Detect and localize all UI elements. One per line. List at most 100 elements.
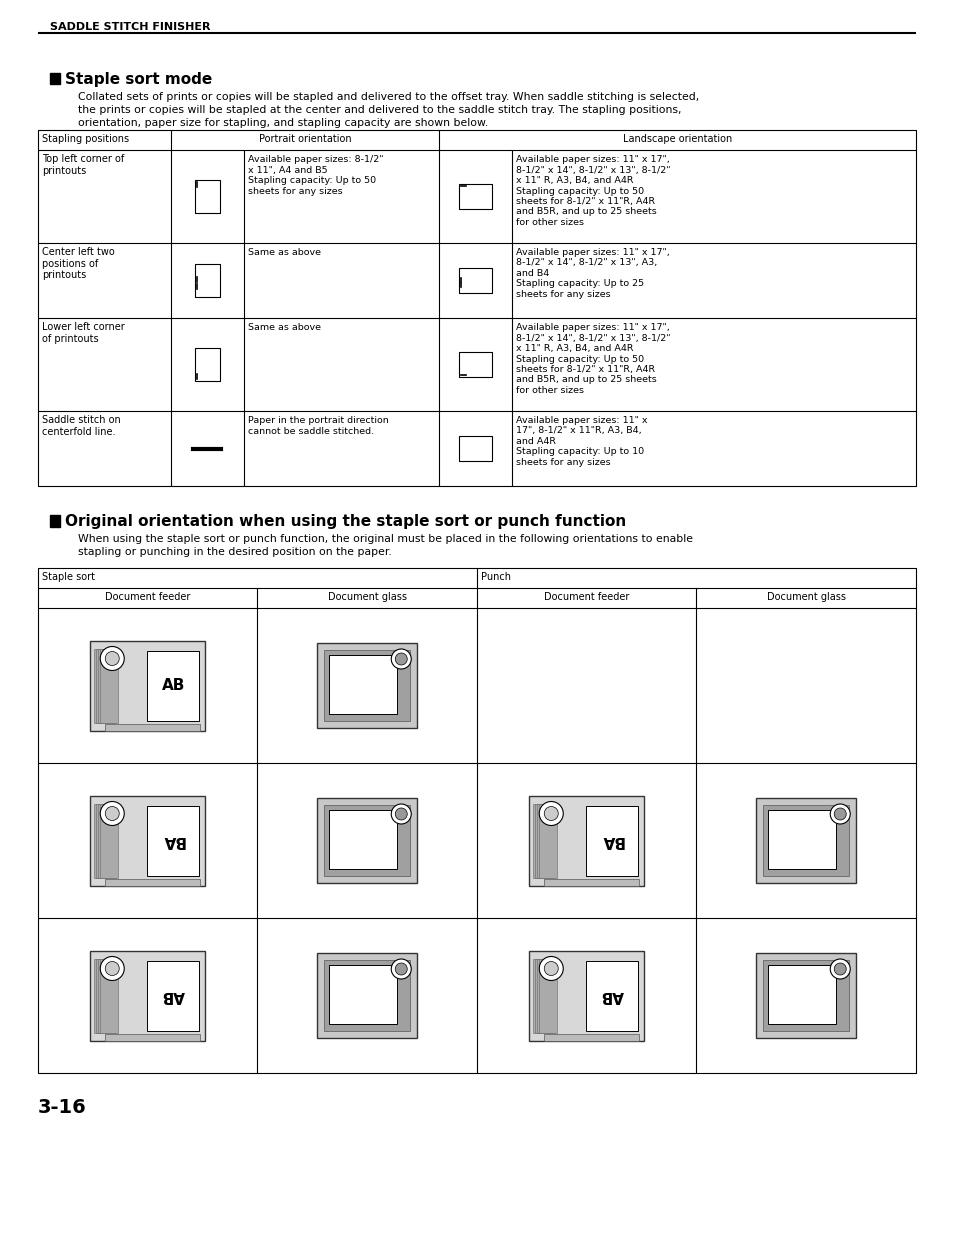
Bar (105, 878, 200, 885)
Text: Available paper sizes: 11" x 17",: Available paper sizes: 11" x 17", (516, 324, 669, 332)
Bar (100, 648, 118, 722)
Bar (317, 798, 416, 883)
Circle shape (100, 956, 124, 981)
Text: and B4: and B4 (516, 269, 549, 278)
Text: Collated sets of prints or copies will be stapled and delivered to the offset tr: Collated sets of prints or copies will b… (78, 91, 699, 103)
Bar (100, 958, 118, 1032)
Circle shape (105, 962, 119, 976)
Text: Available paper sizes: 11" x 17",: Available paper sizes: 11" x 17", (516, 248, 669, 257)
Bar (98, 958, 116, 1032)
Text: Center left two
positions of
printouts: Center left two positions of printouts (42, 247, 114, 280)
Text: BA: BA (600, 832, 623, 848)
Text: Stapling capacity: Up to 25: Stapling capacity: Up to 25 (516, 279, 643, 289)
Bar (317, 953, 416, 1037)
Text: Stapling capacity: Up to 10: Stapling capacity: Up to 10 (516, 447, 643, 457)
Bar (50, 73, 60, 84)
Circle shape (538, 802, 562, 825)
Circle shape (100, 802, 124, 825)
Bar (38, 130, 915, 487)
Text: 8-1/2" x 14", 8-1/2" x 13", 8-1/2": 8-1/2" x 14", 8-1/2" x 13", 8-1/2" (516, 333, 670, 342)
Bar (538, 804, 557, 878)
Text: the prints or copies will be stapled at the center and delivered to the saddle s: the prints or copies will be stapled at … (78, 105, 680, 115)
Circle shape (829, 960, 849, 979)
Bar (317, 643, 416, 727)
Text: 17", 8-1/2" x 11"R, A3, B4,: 17", 8-1/2" x 11"R, A3, B4, (516, 426, 641, 436)
Text: Stapling capacity: Up to 50: Stapling capacity: Up to 50 (516, 186, 643, 195)
Bar (529, 795, 643, 885)
Bar (94, 648, 112, 722)
Bar (529, 951, 643, 1041)
Bar (105, 1034, 200, 1041)
Text: Top left corner of
printouts: Top left corner of printouts (42, 154, 124, 175)
Bar (586, 961, 638, 1030)
Bar (194, 348, 220, 382)
Text: Stapling positions: Stapling positions (42, 135, 129, 144)
Bar (458, 184, 492, 209)
Text: for other sizes: for other sizes (516, 219, 583, 227)
Bar (98, 648, 116, 722)
Bar (324, 805, 410, 876)
Bar (194, 180, 220, 212)
Circle shape (829, 804, 849, 824)
Text: Same as above: Same as above (248, 324, 320, 332)
Bar (762, 805, 848, 876)
Bar (537, 804, 555, 878)
Bar (91, 951, 205, 1041)
Bar (543, 1034, 639, 1041)
Text: Stapling capacity: Up to 50: Stapling capacity: Up to 50 (516, 354, 643, 363)
Bar (458, 268, 492, 293)
Circle shape (100, 646, 124, 671)
Bar (105, 724, 200, 730)
Bar (91, 795, 205, 885)
Bar (543, 878, 639, 885)
Bar (329, 655, 396, 714)
Text: BA: BA (161, 832, 185, 848)
Text: Available paper sizes: 11" x 17",: Available paper sizes: 11" x 17", (516, 156, 669, 164)
Bar (147, 651, 199, 720)
Text: and B5R, and up to 25 sheets: and B5R, and up to 25 sheets (516, 207, 656, 216)
Text: AB: AB (161, 678, 185, 693)
Bar (38, 568, 915, 1073)
Text: AB: AB (161, 988, 185, 1003)
Circle shape (543, 962, 558, 976)
Circle shape (538, 956, 562, 981)
Bar (533, 958, 551, 1032)
Bar (586, 805, 638, 876)
Bar (329, 965, 396, 1024)
Text: Stapling capacity: Up to 50: Stapling capacity: Up to 50 (248, 177, 375, 185)
Bar (533, 804, 551, 878)
Text: Document feeder: Document feeder (543, 592, 629, 601)
Text: Staple sort mode: Staple sort mode (65, 72, 212, 86)
Bar (147, 805, 199, 876)
Text: sheets for any sizes: sheets for any sizes (516, 458, 610, 467)
Bar (329, 810, 396, 869)
Bar (537, 958, 555, 1032)
Text: Punch: Punch (480, 572, 511, 582)
Text: sheets for 8-1/2" x 11"R, A4R: sheets for 8-1/2" x 11"R, A4R (516, 198, 655, 206)
Text: Original orientation when using the staple sort or punch function: Original orientation when using the stap… (65, 514, 625, 529)
Text: Paper in the portrait direction: Paper in the portrait direction (248, 416, 388, 425)
Bar (762, 960, 848, 1031)
Text: Available paper sizes: 11" x: Available paper sizes: 11" x (516, 416, 647, 425)
Bar (767, 810, 836, 869)
Bar (94, 958, 112, 1032)
Text: orientation, paper size for stapling, and stapling capacity are shown below.: orientation, paper size for stapling, an… (78, 119, 488, 128)
Text: 8-1/2" x 14", 8-1/2" x 13", A3,: 8-1/2" x 14", 8-1/2" x 13", A3, (516, 258, 657, 268)
Text: When using the staple sort or punch function, the original must be placed in the: When using the staple sort or punch func… (78, 534, 692, 543)
Text: 3-16: 3-16 (38, 1098, 87, 1116)
Bar (96, 648, 114, 722)
Text: for other sizes: for other sizes (516, 387, 583, 395)
Bar (50, 515, 60, 527)
Bar (96, 804, 114, 878)
Circle shape (391, 804, 411, 824)
Bar (98, 804, 116, 878)
Circle shape (543, 806, 558, 820)
Circle shape (833, 808, 845, 820)
Bar (756, 798, 856, 883)
Bar (94, 804, 112, 878)
Circle shape (833, 963, 845, 974)
Bar (458, 436, 492, 461)
Circle shape (391, 960, 411, 979)
Text: Lower left corner
of printouts: Lower left corner of printouts (42, 322, 125, 343)
Circle shape (395, 808, 407, 820)
